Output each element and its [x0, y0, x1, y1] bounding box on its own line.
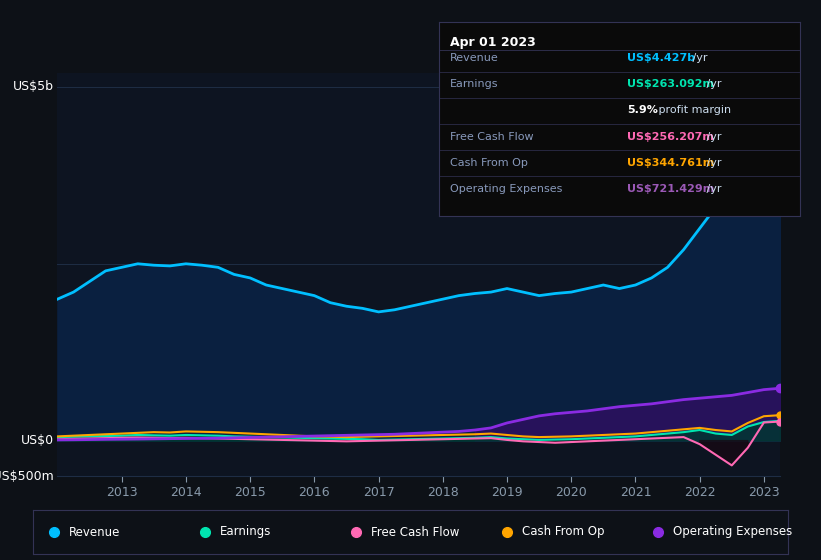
Text: 5.9%: 5.9%	[627, 105, 658, 115]
Text: Cash From Op: Cash From Op	[522, 525, 605, 539]
Text: /yr: /yr	[703, 184, 721, 194]
Text: Free Cash Flow: Free Cash Flow	[450, 132, 534, 142]
Text: US$256.207m: US$256.207m	[627, 132, 714, 142]
Text: Apr 01 2023: Apr 01 2023	[450, 36, 536, 49]
Text: Revenue: Revenue	[450, 53, 499, 63]
Text: US$5b: US$5b	[13, 81, 54, 94]
Text: Revenue: Revenue	[69, 525, 121, 539]
Text: Earnings: Earnings	[220, 525, 272, 539]
Text: -US$500m: -US$500m	[0, 469, 54, 483]
Text: Operating Expenses: Operating Expenses	[673, 525, 792, 539]
Text: Cash From Op: Cash From Op	[450, 158, 528, 167]
Text: /yr: /yr	[703, 158, 721, 167]
Text: US$721.429m: US$721.429m	[627, 184, 714, 194]
Text: US$4.427b: US$4.427b	[627, 53, 695, 63]
Text: US$0: US$0	[21, 434, 54, 447]
Text: Earnings: Earnings	[450, 80, 498, 90]
Text: /yr: /yr	[703, 80, 721, 90]
Text: /yr: /yr	[703, 132, 721, 142]
Text: /yr: /yr	[689, 53, 708, 63]
Text: Free Cash Flow: Free Cash Flow	[371, 525, 460, 539]
Text: Operating Expenses: Operating Expenses	[450, 184, 562, 194]
Text: profit margin: profit margin	[654, 105, 731, 115]
Text: US$263.092m: US$263.092m	[627, 80, 714, 90]
Text: US$344.761m: US$344.761m	[627, 158, 714, 167]
